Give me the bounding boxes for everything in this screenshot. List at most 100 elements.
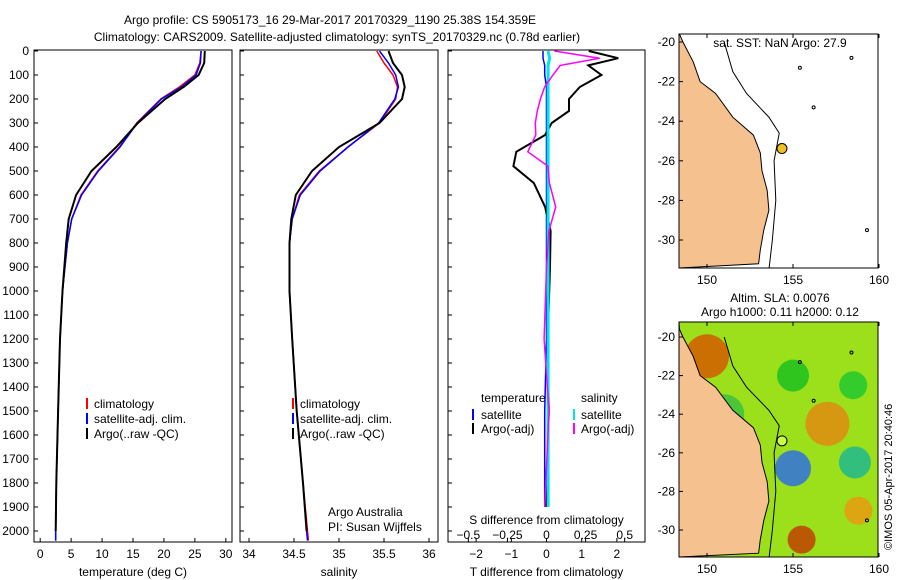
depth-tick-label: 300 — [9, 116, 29, 130]
lat-tick-label: -28 — [658, 484, 676, 498]
depth-tick-label: 600 — [9, 188, 29, 202]
lat-tick-label: -28 — [658, 193, 676, 207]
title-line1: Argo profile: CS 5905173_16 29-Mar-2017 … — [124, 13, 536, 27]
sla-anomaly-blob — [844, 496, 873, 525]
x-axis-label: T difference from climatology — [470, 565, 624, 579]
sla-map — [679, 322, 878, 557]
lon-tick-label: 150 — [697, 562, 717, 576]
sla-map-title1: Altim. SLA: 0.0076 — [730, 291, 830, 305]
series-line-satellite-adj--clim- — [288, 50, 400, 541]
lat-tick-label: -22 — [658, 369, 676, 383]
lon-tick-label: 155 — [783, 562, 803, 576]
reef-island — [849, 350, 854, 355]
legend-swatch — [86, 413, 88, 424]
series-line-climatology — [54, 50, 202, 541]
depth-tick-label: 500 — [9, 164, 29, 178]
legend-swatch — [573, 409, 575, 420]
x-tick-label: 5 — [68, 547, 75, 561]
legend-label: Argo(-adj) — [481, 422, 534, 436]
depth-tick-label: 200 — [9, 92, 29, 106]
legend-label: Argo(..raw -QC) — [300, 427, 385, 441]
reef-island — [849, 55, 854, 60]
plot-frame-0 — [33, 49, 233, 543]
x-tick-label: 10 — [95, 547, 109, 561]
sla-anomaly-blob — [787, 525, 816, 554]
sla-map-title2: Argo h1000: 0.11 h2000: 0.12 — [701, 305, 859, 319]
depth-tick-label: 400 — [9, 140, 29, 154]
series-line-climatology — [288, 50, 399, 541]
depth-tick-label: 1400 — [2, 380, 29, 394]
x2-tick-label: 0 — [543, 528, 550, 542]
reef-island — [811, 398, 816, 403]
annotation-line: PI: Susan Wijffels — [328, 520, 422, 534]
depth-tick-label: 1200 — [2, 332, 29, 346]
x-tick-label: 20 — [157, 547, 171, 561]
plot-frame-1 — [239, 49, 439, 543]
legend-label: satellite — [481, 408, 522, 422]
land-australia — [679, 322, 770, 557]
depth-tick-label: 1500 — [2, 404, 29, 418]
x-axis-label: temperature (deg C) — [79, 565, 187, 579]
sla-anomaly-blob — [777, 359, 809, 392]
depth-tick-label: 2000 — [2, 524, 29, 538]
lat-tick-label: -30 — [658, 523, 676, 537]
x-tick-label: 30 — [219, 547, 233, 561]
diff-line-s-argo--adj- — [526, 50, 600, 508]
sla-anomaly-blob — [839, 371, 868, 400]
lat-tick-label: -30 — [658, 233, 676, 247]
reef-island — [811, 105, 816, 110]
series-line-argo---raw--qc- — [288, 50, 406, 532]
annotation-line: Argo Australia — [328, 505, 403, 519]
diff-line-s-satellite — [546, 50, 552, 507]
lat-tick-label: -26 — [658, 446, 676, 460]
series-line-argo---raw--qc- — [54, 50, 206, 532]
legend-title: salinity — [581, 391, 618, 405]
depth-tick-label: 900 — [9, 260, 29, 274]
x-tick-label: 36 — [422, 547, 436, 561]
x-tick-label: −2 — [469, 547, 483, 561]
legend-swatch — [573, 423, 575, 434]
shelf-contour — [723, 336, 780, 557]
x2-tick-label: −0.5 — [456, 528, 480, 542]
x2-tick-label: −0.25 — [492, 528, 523, 542]
shelf-contour — [723, 41, 780, 268]
title-line2: Climatology: CARS2009. Satellite-adjuste… — [94, 30, 580, 44]
x-tick-label: 0 — [543, 547, 550, 561]
x-axis-label: salinity — [321, 565, 358, 579]
depth-tick-label: 0 — [22, 44, 29, 58]
depth-tick-label: 1700 — [2, 452, 29, 466]
reef-island — [797, 65, 802, 70]
legend-swatch — [292, 398, 294, 409]
depth-tick-label: 1000 — [2, 284, 29, 298]
depth-tick-label: 1900 — [2, 500, 29, 514]
depth-tick-label: 1100 — [3, 308, 29, 322]
x-tick-label: 0 — [37, 547, 44, 561]
land-australia — [679, 34, 770, 268]
sla-anomaly-blob — [805, 401, 850, 446]
x-tick-label: 35.5 — [372, 547, 396, 561]
depth-tick-label: 800 — [9, 236, 29, 250]
x-tick-label: 35 — [332, 547, 346, 561]
lon-tick-label: 160 — [869, 562, 889, 576]
depth-tick-label: 1600 — [2, 428, 29, 442]
x-tick-label: 25 — [188, 547, 202, 561]
legend-swatch — [86, 398, 88, 409]
x-tick-label: 15 — [126, 547, 140, 561]
lon-tick-label: 150 — [697, 273, 717, 287]
argo-float-marker — [776, 143, 788, 155]
map-frame — [678, 33, 879, 269]
x2-tick-label: 0.25 — [574, 528, 598, 542]
lat-tick-label: -20 — [658, 330, 676, 344]
x2-tick-label: 0.5 — [616, 528, 633, 542]
sst-map — [679, 34, 869, 268]
diff-line-t-argo--adj- — [512, 50, 619, 508]
lat-tick-label: -22 — [658, 75, 676, 89]
legend-label: Argo(-adj) — [581, 422, 634, 436]
lat-tick-label: -26 — [658, 154, 676, 168]
legend-swatch — [472, 409, 474, 420]
legend-swatch — [86, 428, 88, 439]
x-tick-label: 1 — [578, 547, 585, 561]
lat-tick-label: -24 — [658, 114, 676, 128]
